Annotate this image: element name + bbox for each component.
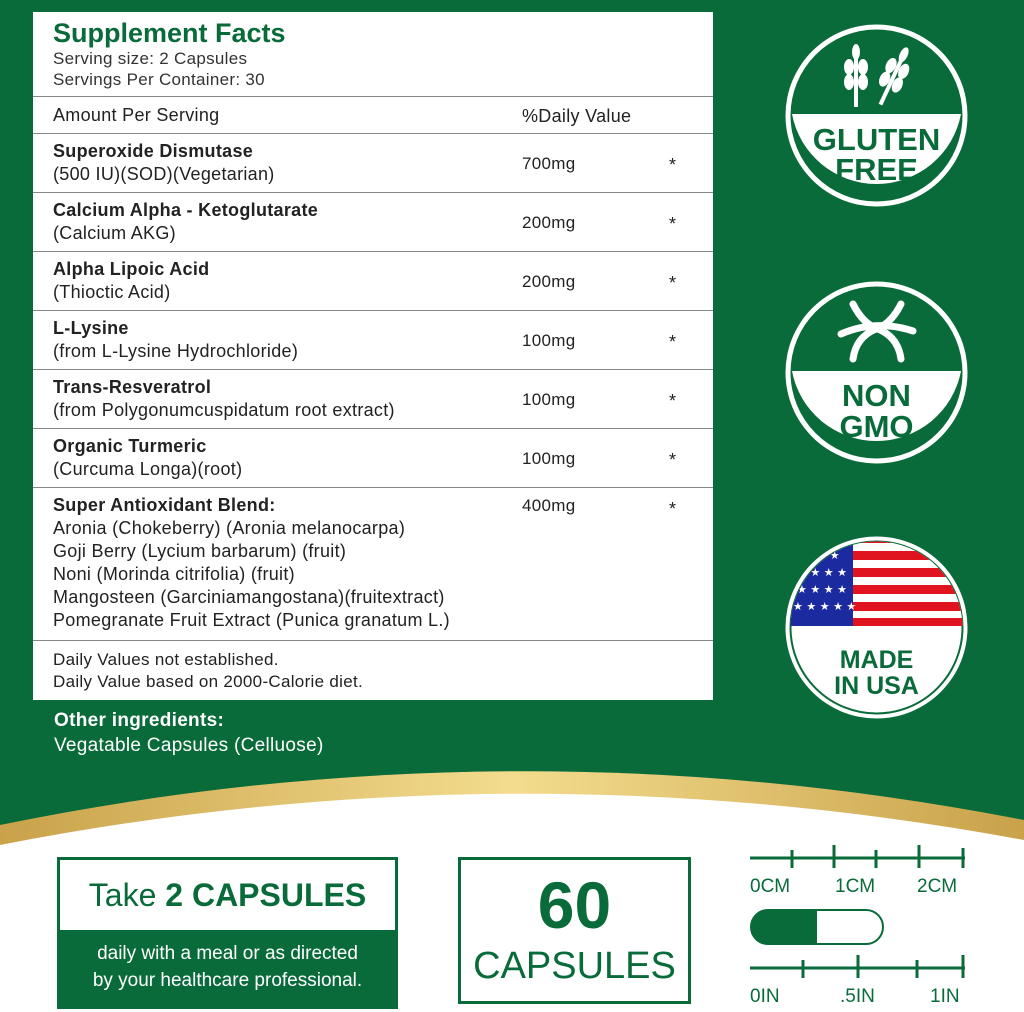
badge-line2: FREE: [835, 152, 918, 187]
badge-line1: GLUTEN: [813, 122, 940, 157]
gluten-free-badge: GLUTEN FREE: [783, 22, 970, 209]
blend-dv: *: [669, 499, 677, 519]
ingredient-amount: 100mg: [522, 449, 576, 468]
svg-text:★ ★ ★ ★ ★: ★ ★ ★ ★ ★: [793, 600, 856, 613]
badge-line2: IN USA: [834, 672, 919, 700]
ingredient-row: L-Lysine (from L-Lysine Hydrochloride) 100…: [33, 311, 713, 370]
serving-size: Serving size: 2 Capsules: [53, 49, 248, 68]
ingredient-amount: 100mg: [522, 331, 576, 350]
ingredient-name: Trans-Resveratrol: [53, 377, 212, 397]
dosage-box: Take 2 CAPSULES daily with a meal or as …: [57, 857, 398, 1009]
ingredient-dv: *: [669, 391, 677, 411]
take-count: 2 CAPSULES: [165, 876, 367, 913]
ingredient-amount: 200mg: [522, 213, 576, 232]
ingredient-detail: (Calcium AKG): [53, 223, 176, 243]
dosage-line: daily with a meal or as directed: [97, 943, 358, 964]
blend-row: Super Antioxidant Blend: 400mg * Aronia …: [33, 488, 713, 641]
blend-item: Aronia (Chokeberry) (Aronia melanocarpa): [53, 518, 406, 538]
badge-line2: GMO: [839, 409, 913, 444]
ingredient-name: Organic Turmeric: [53, 436, 207, 456]
other-label: Other ingredients:: [54, 710, 225, 731]
ruler-label: 1CM: [835, 876, 876, 897]
supplement-facts-panel: Supplement Facts Serving size: 2 Capsule…: [33, 12, 713, 700]
ingredient-name: Alpha Lipoic Acid: [53, 259, 210, 279]
ingredient-detail: (500 IU)(SOD)(Vegetarian): [53, 164, 275, 184]
svg-text:★ ★ ★ ★: ★ ★ ★ ★: [797, 583, 847, 596]
ingredient-detail: (from L-Lysine Hydrochloride): [53, 341, 299, 361]
blend-item: Noni (Morinda citrifolia) (fruit): [53, 564, 295, 584]
amount-header-row: Amount Per Serving %Daily Value: [33, 97, 713, 134]
dv-header: %Daily Value: [522, 106, 632, 126]
ingredient-row: Organic Turmeric (Curcuma Longa)(root) 100…: [33, 429, 713, 488]
blend-name: Super Antioxidant Blend:: [53, 495, 276, 515]
ingredient-row: Superoxide Dismutase (500 IU)(SOD)(Vegeta…: [33, 134, 713, 193]
other-value: Vegatable Capsules (Celluose): [54, 735, 324, 756]
ingredient-name: L-Lysine: [53, 318, 129, 338]
facts-title: Supplement Facts: [53, 18, 286, 48]
amount-header: Amount Per Serving: [53, 105, 220, 125]
ingredient-detail: (from Polygonumcuspidatum root extract): [53, 400, 395, 420]
ingredient-amount: 200mg: [522, 272, 576, 291]
ingredient-dv: *: [669, 155, 677, 175]
ruler-label: 2CM: [917, 876, 958, 897]
capsule-icon: [750, 909, 884, 945]
ingredient-amount: 100mg: [522, 390, 576, 409]
footnote: Daily Value based on 2000-Calorie diet.: [53, 672, 364, 691]
servings-per-container: Servings Per Container: 30: [53, 70, 265, 89]
ruler-label: 0CM: [750, 876, 791, 897]
ingredient-dv: *: [669, 273, 677, 293]
ingredient-row: Calcium Alpha - Ketoglutarate (Calcium AK…: [33, 193, 713, 252]
ingredient-row: Trans-Resveratrol (from Polygonumcuspidat…: [33, 370, 713, 429]
blend-item: Pomegranate Fruit Extract (Punica granat…: [53, 610, 450, 630]
ingredient-dv: *: [669, 450, 677, 470]
blend-amount: 400mg: [522, 496, 576, 515]
non-gmo-badge: NON GMO: [783, 279, 970, 466]
blend-item: Goji Berry (Lycium barbarum) (fruit): [53, 541, 347, 561]
ingredient-detail: (Thioctic Acid): [53, 282, 171, 302]
capsule-count-box: 60 CAPSULES: [458, 857, 691, 1004]
dna-icon: [837, 300, 917, 363]
other-ingredients: Other ingredients: Vegatable Capsules (C…: [54, 708, 324, 758]
ingredient-name: Calcium Alpha - Ketoglutarate: [53, 200, 319, 220]
us-flag-icon: ★ ★ ★★ ★ ★ ★★ ★ ★ ★★ ★ ★ ★ ★: [790, 541, 963, 626]
count-unit: CAPSULES: [473, 945, 676, 987]
ingredient-row: Alpha Lipoic Acid (Thioctic Acid) 200mg *: [33, 252, 713, 311]
ingredient-dv: *: [669, 214, 677, 234]
ruler-label: 1IN: [930, 986, 960, 1007]
dosage-line: by your healthcare professional.: [92, 970, 363, 991]
badge-line1: MADE: [840, 646, 914, 674]
footnotes: Daily Values not established. Daily Valu…: [33, 641, 713, 701]
blend-item: Mangosteen (Garciniamangostana)(fruitext…: [53, 587, 445, 607]
ingredient-dv: *: [669, 332, 677, 352]
ingredient-name: Superoxide Dismutase: [53, 141, 254, 161]
ingredient-detail: (Curcuma Longa)(root): [53, 459, 243, 479]
made-in-usa-badge: ★ ★ ★★ ★ ★ ★★ ★ ★ ★★ ★ ★ ★ ★ MADE IN USA: [783, 534, 970, 721]
take-label: Take: [88, 876, 157, 913]
footnote: Daily Values not established.: [53, 650, 279, 669]
ingredient-amount: 700mg: [522, 154, 576, 173]
ruler-label: 0IN: [750, 986, 780, 1007]
count-number: 60: [537, 868, 612, 942]
ruler-label: .5IN: [840, 986, 875, 1007]
badge-line1: NON: [842, 378, 911, 413]
wheat-icon: [844, 44, 910, 107]
